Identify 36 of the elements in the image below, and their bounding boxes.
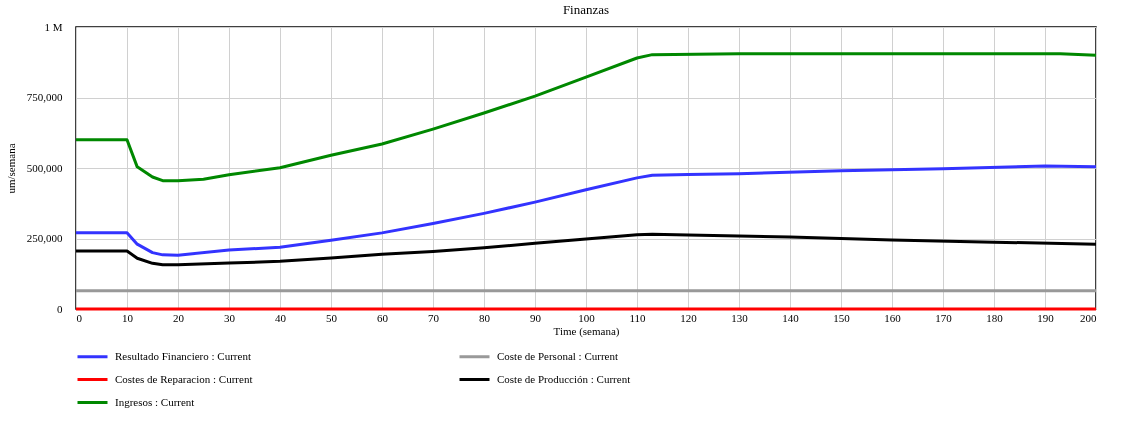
y-tick-label: 250,000 [26, 232, 63, 244]
x-tick-label: 0 [76, 311, 83, 324]
x-tick-label: 120 [680, 311, 698, 324]
legend-label: Coste de Personal : Current [497, 349, 618, 362]
y-tick-label: 500,000 [26, 161, 63, 174]
x-tick-label: 200 [1080, 311, 1097, 324]
line-series [74, 52, 1098, 183]
x-tick-label: 150 [833, 311, 851, 324]
x-tick-label: 80 [479, 311, 491, 324]
line-series [74, 164, 1098, 257]
x-tick-label: 110 [629, 311, 647, 324]
x-tick-label: 170 [935, 311, 953, 324]
legend-label: Costes de Reparacion : Current [115, 372, 253, 385]
x-axis-title: Time (semana) [553, 324, 620, 338]
y-tick-label: 750,000 [26, 91, 63, 103]
x-tick-label: 90 [530, 311, 542, 324]
legend-label: Resultado Financiero : Current [115, 349, 251, 362]
x-tick-label: 140 [782, 311, 800, 324]
chart-title: Finanzas [562, 2, 610, 17]
y-tick-label: 0 [57, 302, 63, 315]
x-tick-label: 130 [731, 311, 749, 324]
x-tick-label: 60 [377, 311, 389, 324]
x-tick-label: 50 [326, 311, 338, 324]
legend-label: Ingresos : Current [115, 395, 195, 408]
x-tick-label: 10 [122, 311, 134, 324]
x-tick-label: 160 [884, 311, 902, 324]
y-tick-label: 1 M [44, 20, 63, 33]
x-tick-label: 30 [224, 311, 236, 324]
x-tick-label: 190 [1037, 311, 1055, 324]
x-tick-label: 70 [428, 311, 440, 324]
x-tick-label: 100 [578, 311, 596, 324]
legend-label: Coste de Producción : Current [497, 372, 631, 385]
y-axis-title: um/semana [4, 143, 17, 194]
x-tick-label: 180 [986, 311, 1004, 324]
x-tick-label: 40 [275, 311, 287, 324]
x-tick-label: 20 [173, 311, 185, 324]
